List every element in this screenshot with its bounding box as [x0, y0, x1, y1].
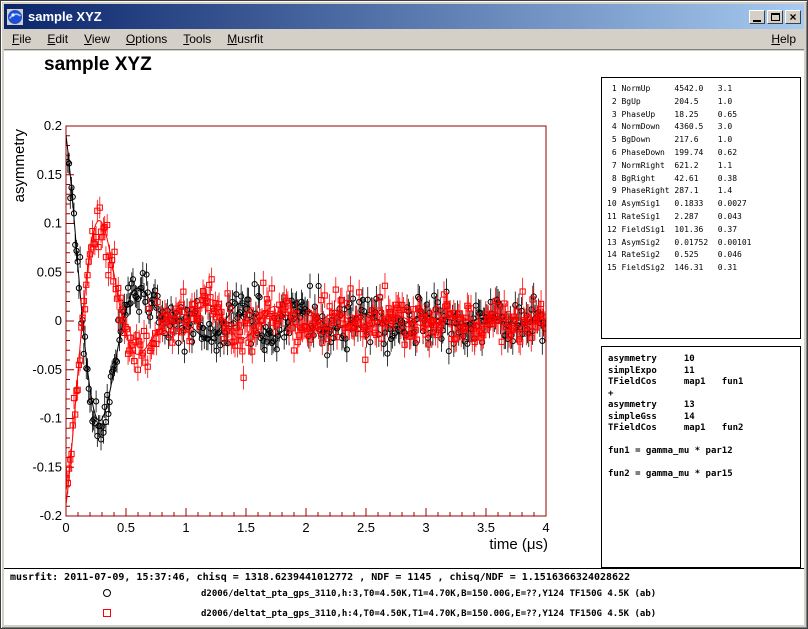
- svg-text:0.05: 0.05: [37, 264, 62, 279]
- legend-label: d2006/deltat_pta_gps_3110,h:4,T0=4.50K,T…: [201, 609, 657, 619]
- svg-text:0.2: 0.2: [44, 118, 62, 133]
- close-button[interactable]: ×: [785, 9, 801, 24]
- svg-text:-0.15: -0.15: [32, 459, 62, 474]
- menu-left: File Edit View Options Tools Musrfit: [4, 29, 271, 49]
- svg-text:2: 2: [302, 520, 309, 535]
- theory-line-7: TFieldCos map1 fun2: [608, 423, 744, 433]
- legend-entry-1: d2006/deltat_pta_gps_3110,h:3,T0=4.50K,T…: [4, 585, 804, 605]
- param-row-1: 1 NormUp 4542.0 3.1: [607, 84, 733, 93]
- svg-text:1: 1: [182, 520, 189, 535]
- theory-list: asymmetry 10 simplExpo 11 TFieldCos map1 f…: [608, 354, 800, 481]
- theory-panel: asymmetry 10 simplExpo 11 TFieldCos map1 f…: [601, 346, 801, 568]
- parameter-panel: 1 NormUp 4542.0 3.1 2 BgUp 204.5 1.0 3 P…: [601, 77, 801, 339]
- param-row-10: 10 AsymSig1 0.1833 0.0027: [607, 199, 747, 209]
- param-row-7: 7 NormRight 621.2 1.1: [607, 160, 733, 170]
- minimize-button[interactable]: [749, 9, 765, 24]
- svg-text:1.5: 1.5: [237, 520, 255, 535]
- svg-text:0.15: 0.15: [37, 167, 62, 182]
- svg-text:2.5: 2.5: [357, 520, 375, 535]
- svg-text:0: 0: [62, 520, 69, 535]
- minimize-icon: [753, 19, 761, 22]
- menu-help[interactable]: Help: [771, 32, 796, 46]
- svg-text:0: 0: [55, 313, 62, 328]
- y-axis-title: asymmetry: [11, 129, 28, 203]
- menu-options[interactable]: Options: [125, 32, 168, 46]
- legend-entry-2: d2006/deltat_pta_gps_3110,h:4,T0=4.50K,T…: [4, 605, 804, 625]
- theory-line-6: simpleGss 14: [608, 411, 695, 422]
- svg-text:-0.2: -0.2: [40, 508, 62, 523]
- param-row-3: 3 PhaseUp 18.25 0.65: [607, 109, 738, 119]
- param-row-4: 4 NormDown 4360.5 3.0: [607, 122, 733, 132]
- maximize-button[interactable]: [767, 9, 783, 24]
- plot-data-area: [66, 134, 546, 506]
- theory-line-3: TFieldCos map1 fun1: [608, 377, 744, 387]
- theory-line-10: [608, 458, 800, 470]
- svg-text:0.1: 0.1: [44, 216, 62, 231]
- param-row-13: 13 AsymSig2 0.01752 0.00101: [607, 237, 752, 247]
- theory-line-8: [608, 435, 800, 447]
- svg-text:3: 3: [422, 520, 429, 535]
- menu-edit[interactable]: Edit: [47, 32, 69, 46]
- root-canvas: sample XYZ 0.2 0.15 0.1 0.05 0 -0.05 -0.1 -0.15…: [4, 51, 804, 625]
- fit-info-footer: musrfit: 2011-07-09, 15:37:46, chisq = 1…: [4, 568, 804, 625]
- legend-marker-square-icon: [103, 609, 111, 617]
- plot-legend: d2006/deltat_pta_gps_3110,h:3,T0=4.50K,T…: [4, 569, 804, 625]
- menu-file[interactable]: File: [12, 32, 32, 46]
- app-icon: [7, 8, 23, 25]
- x-axis-title: time (μs): [489, 536, 548, 553]
- svg-text:3.5: 3.5: [477, 520, 495, 535]
- param-row-8: 8 BgRight 42.61 0.38: [607, 173, 738, 183]
- menu-right: Help: [763, 29, 804, 49]
- plot-title: sample XYZ: [44, 54, 152, 75]
- titlebar[interactable]: sample XYZ ×: [4, 4, 804, 29]
- axis-tick-labels: 0.20.150.10.050-0.05-0.1-0.15-0.20 0.5 1 1.…: [32, 118, 549, 535]
- param-row-12: 12 FieldSig1 101.36 0.37: [607, 224, 738, 234]
- parameter-list: 1 NormUp 4542.0 3.1 2 BgUp 204.5 1.0 3 P…: [607, 83, 800, 275]
- asymmetry-plot[interactable]: 0.20.150.10.050-0.05-0.1-0.15-0.20 0.5 1 1.…: [4, 51, 804, 625]
- svg-text:4: 4: [542, 520, 549, 535]
- data-series-2: [66, 196, 546, 506]
- menubar: File Edit View Options Tools Musrfit Help: [4, 29, 804, 50]
- menu-tools[interactable]: Tools: [183, 32, 212, 46]
- legend-label: d2006/deltat_pta_gps_3110,h:3,T0=4.50K,T…: [201, 589, 657, 599]
- menu-musrfit[interactable]: Musrfit: [227, 32, 264, 46]
- param-row-14: 14 RateSig2 0.525 0.046: [607, 250, 742, 260]
- theory-line-1: asymmetry 10: [608, 354, 695, 364]
- theory-line-4: +: [608, 388, 614, 399]
- param-row-15: 15 FieldSig2 146.31 0.31: [607, 263, 738, 273]
- theory-line-11: fun2 = gamma_mu * par15: [608, 469, 733, 479]
- svg-text:-0.1: -0.1: [40, 411, 62, 426]
- svg-text:-0.05: -0.05: [32, 362, 62, 377]
- theory-line-2: simplExpo 11: [608, 365, 695, 376]
- window-title: sample XYZ: [28, 9, 102, 24]
- svg-text:0.5: 0.5: [117, 520, 135, 535]
- param-row-2: 2 BgUp 204.5 1.0: [607, 96, 733, 106]
- param-row-5: 5 BgDown 217.6 1.0: [607, 135, 733, 145]
- menu-view[interactable]: View: [84, 32, 110, 46]
- maximize-icon: [770, 12, 780, 21]
- param-row-6: 6 PhaseDown 199.74 0.62: [607, 147, 738, 157]
- legend-marker-circle-icon: [103, 589, 111, 597]
- theory-line-5: asymmetry 13: [608, 400, 695, 410]
- titlebar-buttons: ×: [749, 9, 801, 24]
- close-icon: ×: [789, 9, 797, 24]
- data-series-1: [66, 134, 546, 451]
- fit-status-line: musrfit: 2011-07-09, 15:37:46, chisq = 1…: [10, 572, 631, 583]
- param-row-9: 9 PhaseRight 287.1 1.4: [607, 186, 733, 196]
- theory-line-9: fun1 = gamma_mu * par12: [608, 446, 733, 456]
- param-row-11: 11 RateSig1 2.287 0.043: [607, 211, 742, 221]
